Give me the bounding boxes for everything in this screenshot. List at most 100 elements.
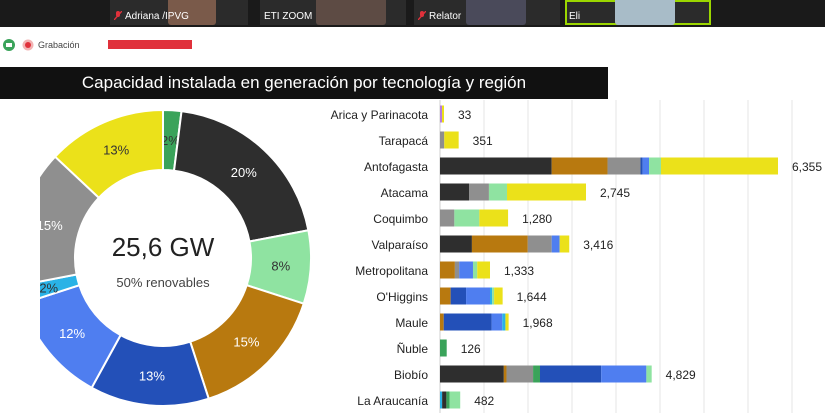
bar-segment [551, 157, 608, 175]
bar-segment [469, 183, 489, 201]
participant-video [316, 0, 386, 25]
bar-total-label: 482 [474, 394, 494, 408]
bar-total-label: 2,745 [600, 186, 630, 200]
bar-segment [440, 235, 472, 253]
bar-segment [533, 365, 540, 383]
bar-segment [472, 261, 478, 279]
bar-total-label: 4,829 [666, 368, 696, 382]
participant-tile-eli[interactable]: Eli [565, 0, 711, 25]
category-label: O'Higgins [376, 290, 428, 304]
bar-segment [440, 261, 455, 279]
participant-tile-adriana[interactable]: Adriana /IPVG [110, 0, 248, 25]
bar-total-label: 1,644 [517, 290, 547, 304]
bar-segment [471, 235, 528, 253]
bar-segment [640, 157, 643, 175]
participant-video [615, 0, 675, 25]
participant-name: Eli [569, 11, 580, 22]
slide-title-bar [0, 67, 608, 99]
donut-slice-label: 15% [40, 218, 63, 233]
bar-total-label: 1,333 [504, 264, 534, 278]
participant-video [466, 0, 526, 25]
donut-center-value: 25,6 GW [112, 232, 215, 262]
donut-slice-label: 2% [40, 280, 59, 295]
bar-segment [492, 287, 495, 305]
bar-segment [646, 365, 652, 383]
bar-segment [440, 209, 455, 227]
recording-bar [108, 40, 192, 49]
bar-segment [442, 391, 447, 409]
zoom-video-strip: Adriana /IPVG ETI ZOOM Relator Eli [0, 0, 825, 27]
bar-segment [446, 391, 450, 409]
stacked-bar-chart: Arica y Parinacota 33 Tarapacá 351 Antofagas… [331, 100, 822, 413]
bar-segment [477, 261, 490, 279]
category-label: Valparaíso [372, 238, 429, 252]
donut-slice-label: 8% [271, 258, 290, 273]
participant-name: Adriana /IPVG [114, 11, 189, 22]
bar-segment [450, 287, 467, 305]
bar-segment [440, 313, 444, 331]
bar-segment [505, 313, 509, 331]
bar-segment [440, 365, 504, 383]
bar-segment [459, 261, 473, 279]
bar-segment [506, 365, 534, 383]
bar-segment [440, 183, 470, 201]
slide-title: Capacidad instalada en generación por te… [81, 73, 527, 92]
participant-name: ETI ZOOM [264, 11, 312, 22]
bar-segment [454, 209, 480, 227]
bar-segment [551, 235, 560, 253]
donut-chart: 2% 20% 8% 15% 13% 12% 2% 15% 13% 25,6 GW 50% ren… [14, 108, 312, 407]
category-label: Coquimbo [373, 212, 428, 226]
bar-segment [440, 157, 552, 175]
bar-segment [488, 183, 508, 201]
bar-total-label: 1,968 [523, 316, 553, 330]
bar-segment [440, 287, 451, 305]
participant-name-text: Adriana /IPVG [125, 11, 189, 22]
category-label: Tarapacá [379, 134, 429, 148]
donut-slice-label: 13% [103, 143, 129, 158]
muted-mic-icon [418, 11, 426, 20]
bar-segment [440, 391, 443, 409]
bar-segment [539, 365, 602, 383]
bar-segment [502, 313, 506, 331]
bar-segment [466, 287, 490, 305]
category-label: Biobío [394, 368, 428, 382]
category-label: Maule [395, 316, 428, 330]
participant-tile-relator[interactable]: Relator [414, 0, 560, 25]
bar-segment [527, 235, 552, 253]
bar-segment [479, 209, 509, 227]
category-label: Antofagasta [364, 160, 428, 174]
bar-segment [491, 313, 503, 331]
donut-slice-label: 2% [161, 133, 180, 148]
bar-total-label: 33 [458, 108, 472, 122]
bar-segment [660, 157, 778, 175]
bar-segment [507, 183, 586, 201]
donut-slice-label: 12% [59, 326, 85, 341]
recording-indicator[interactable]: Grabación [0, 38, 80, 52]
bar-segment [449, 391, 461, 409]
category-label: Arica y Parinacota [331, 108, 429, 122]
bar-segment [494, 287, 503, 305]
participant-name-text: Relator [429, 11, 462, 22]
bar-segment [559, 235, 570, 253]
category-label: Metropolitana [355, 264, 428, 278]
bar-chart-wrapper: Arica y Parinacota 33 Tarapacá 351 Antofagas… [308, 100, 825, 413]
bar-total-label: 6,355 [792, 160, 822, 174]
bar-segment [642, 157, 650, 175]
donut-hole [75, 170, 251, 346]
participant-name-text: ETI ZOOM [264, 11, 313, 22]
recording-label: Grabación [38, 40, 80, 50]
bar-total-label: 126 [461, 342, 481, 356]
bar-segment [601, 365, 647, 383]
donut-slice-label: 15% [233, 334, 259, 349]
bar-segment [442, 105, 444, 123]
bar-segment [607, 157, 641, 175]
bar-segment [503, 365, 507, 383]
recording-dot-icon [22, 39, 34, 51]
participant-tile-eti-zoom[interactable]: ETI ZOOM [260, 0, 406, 25]
bar-total-label: 1,280 [522, 212, 552, 226]
bar-total-label: 3,416 [583, 238, 613, 252]
donut-slice-label: 20% [231, 165, 257, 180]
bar-segment [440, 105, 442, 123]
bar-segment [440, 131, 445, 149]
record-toggle-icon[interactable] [2, 38, 16, 52]
